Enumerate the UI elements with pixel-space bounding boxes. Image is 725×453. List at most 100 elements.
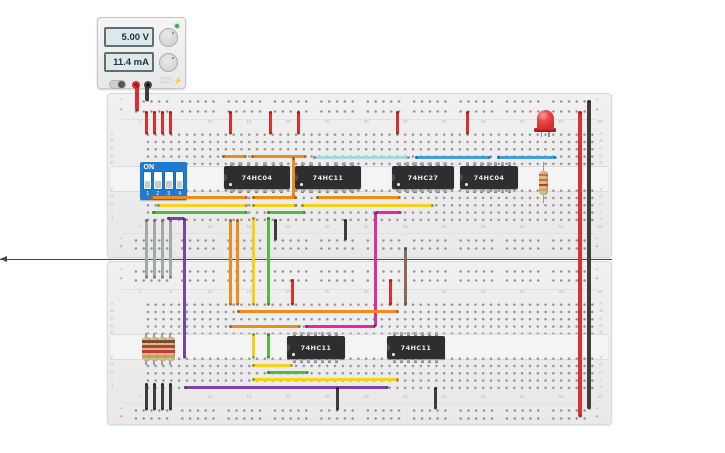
negative-terminal[interactable] bbox=[144, 80, 152, 89]
wire-black[interactable] bbox=[335, 386, 339, 411]
voltage-knob[interactable] bbox=[159, 28, 178, 47]
power-rail-positive[interactable] bbox=[132, 414, 594, 422]
led-red[interactable] bbox=[534, 108, 556, 138]
board-label: A bbox=[110, 131, 114, 137]
wire-gray[interactable] bbox=[152, 218, 156, 279]
power-rail-negative[interactable] bbox=[132, 97, 594, 105]
wire-yellow[interactable] bbox=[156, 203, 248, 207]
power-rail-negative[interactable] bbox=[132, 406, 594, 414]
dip-switch-4[interactable] bbox=[175, 172, 184, 189]
wire-orange[interactable] bbox=[228, 324, 301, 328]
current-display[interactable]: 11.4 mA bbox=[104, 52, 154, 72]
wire-orange[interactable] bbox=[315, 195, 401, 199]
power-rail-positive[interactable] bbox=[132, 244, 594, 252]
wire-gray[interactable] bbox=[168, 218, 172, 279]
power-rail-positive[interactable] bbox=[132, 276, 594, 284]
resistor[interactable] bbox=[157, 333, 167, 365]
wire-magenta[interactable] bbox=[304, 324, 376, 328]
wire-purple[interactable] bbox=[182, 217, 186, 359]
wire-purple[interactable] bbox=[166, 216, 185, 220]
wire-orange[interactable] bbox=[235, 218, 239, 306]
ic-74HC11[interactable]: 74HC11 bbox=[287, 332, 345, 363]
wire-gray[interactable] bbox=[160, 218, 164, 279]
power-rail-negative[interactable] bbox=[132, 267, 594, 275]
wire-red[interactable] bbox=[168, 110, 172, 135]
wire-black[interactable] bbox=[160, 382, 164, 411]
wire-yellow[interactable] bbox=[251, 203, 297, 207]
wire-red[interactable] bbox=[465, 110, 469, 135]
wire-lightblue[interactable] bbox=[312, 155, 410, 159]
dip-switch-3[interactable] bbox=[165, 172, 173, 189]
current-knob[interactable] bbox=[159, 53, 178, 72]
ic-74HC04[interactable]: 74HC04 bbox=[224, 162, 290, 193]
board-label: 45 bbox=[480, 394, 486, 399]
wire-yellow[interactable] bbox=[251, 216, 255, 306]
wire-purple[interactable] bbox=[183, 385, 389, 389]
wire-black[interactable] bbox=[273, 218, 277, 241]
dip-switch-2[interactable] bbox=[154, 172, 162, 189]
power-rail-positive[interactable] bbox=[132, 107, 594, 115]
wire-green[interactable] bbox=[266, 332, 270, 359]
wire-orange[interactable] bbox=[149, 195, 248, 199]
wire-red[interactable] bbox=[135, 84, 139, 112]
board-label: + bbox=[595, 413, 599, 419]
wire-red[interactable] bbox=[160, 110, 164, 135]
wire-magenta[interactable] bbox=[373, 211, 377, 327]
wire-red[interactable] bbox=[144, 110, 148, 135]
wire-red[interactable] bbox=[388, 278, 392, 306]
wire-orange[interactable] bbox=[251, 195, 297, 199]
resistor[interactable] bbox=[165, 333, 175, 365]
wire-red[interactable] bbox=[152, 110, 156, 135]
power-rail-negative[interactable] bbox=[132, 236, 594, 244]
ic-pin bbox=[280, 162, 284, 166]
voltage-display[interactable]: 5.00 V bbox=[104, 27, 154, 47]
ic-74HC11[interactable]: 74HC11 bbox=[387, 332, 445, 363]
wire-red[interactable] bbox=[268, 110, 272, 135]
wire-black[interactable] bbox=[152, 382, 156, 411]
resistor[interactable] bbox=[149, 333, 159, 365]
wire-red[interactable] bbox=[296, 110, 300, 135]
wire-red[interactable] bbox=[578, 110, 582, 418]
wire-green[interactable] bbox=[266, 216, 270, 306]
resistor[interactable] bbox=[539, 162, 549, 203]
dip-switch-1[interactable] bbox=[143, 172, 151, 189]
wire-blue[interactable] bbox=[414, 155, 491, 159]
wire-green[interactable] bbox=[266, 210, 306, 214]
wire-brown[interactable] bbox=[403, 246, 407, 306]
wire-red[interactable] bbox=[290, 278, 294, 306]
wire-black[interactable] bbox=[168, 382, 172, 411]
wire-orange[interactable] bbox=[291, 156, 295, 198]
wire-magenta[interactable] bbox=[374, 210, 402, 214]
power-toggle[interactable] bbox=[109, 79, 126, 89]
ic-74HC11[interactable]: 74HC11 bbox=[295, 162, 361, 193]
wire-orange[interactable] bbox=[228, 218, 232, 306]
wire-black[interactable] bbox=[145, 84, 149, 102]
wire-black[interactable] bbox=[144, 382, 148, 411]
wire-yellow[interactable] bbox=[300, 203, 434, 207]
wire-orange[interactable] bbox=[221, 154, 247, 158]
ic-pin bbox=[508, 162, 512, 166]
board-label: 1 bbox=[138, 224, 141, 230]
wire-gray[interactable] bbox=[144, 218, 148, 279]
wire-black[interactable] bbox=[433, 386, 437, 410]
power-supply[interactable]: 5.00 V 11.4 mA POWER SUPPLY ⚡ bbox=[97, 17, 186, 89]
wire-yellow[interactable] bbox=[251, 332, 255, 359]
hole-grid-upper[interactable] bbox=[143, 131, 596, 168]
wire-black[interactable] bbox=[587, 99, 591, 410]
hole-grid-upper[interactable] bbox=[143, 301, 596, 338]
wire-green[interactable] bbox=[151, 210, 248, 214]
wire-yellow[interactable] bbox=[251, 363, 293, 367]
wire-orange[interactable] bbox=[236, 309, 399, 313]
wire-black[interactable] bbox=[343, 218, 347, 241]
wire-yellow[interactable] bbox=[251, 377, 399, 381]
positive-terminal[interactable] bbox=[132, 80, 140, 89]
wire-orange[interactable] bbox=[250, 154, 307, 158]
resistor[interactable] bbox=[141, 333, 151, 365]
wire-red[interactable] bbox=[228, 110, 232, 135]
ic-74HC04[interactable]: 74HC04 bbox=[460, 162, 518, 193]
wire-blue[interactable] bbox=[496, 155, 557, 159]
wire-red[interactable] bbox=[395, 110, 399, 135]
wire-green[interactable] bbox=[266, 370, 309, 374]
ic-74HC27[interactable]: 74HC27 bbox=[392, 162, 454, 193]
